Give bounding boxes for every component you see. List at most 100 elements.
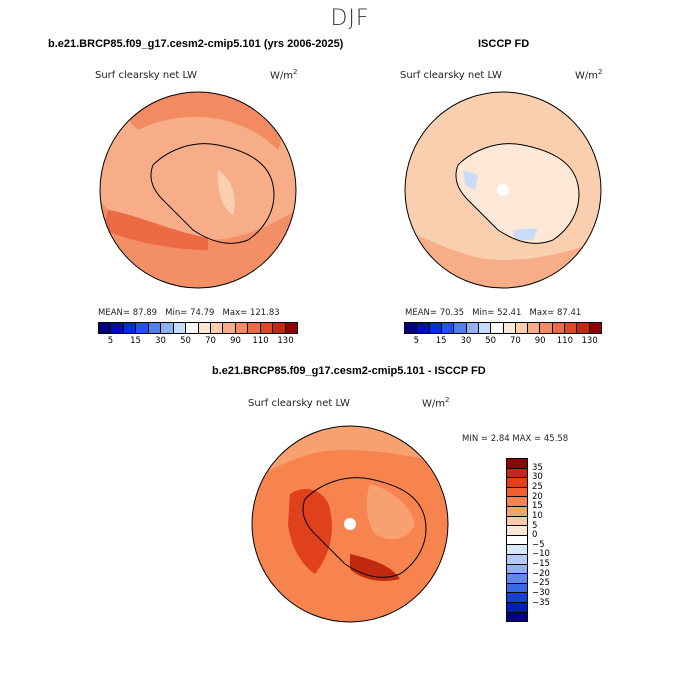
colorbar-tick-label: −10 [532, 549, 550, 560]
colorbar-swatch [507, 526, 527, 536]
colorbar-tick-label: 15 [130, 336, 141, 346]
colorbar-swatch [507, 593, 527, 603]
colorbar-tick-label: 90 [230, 336, 241, 346]
colorbar-tick-label: 0 [532, 530, 538, 541]
colorbar-tick-label: 5 [413, 336, 420, 346]
panel1-map [99, 91, 297, 289]
colorbar-swatch [507, 506, 527, 517]
colorbar-swatch [186, 323, 199, 333]
panel3-field-west [288, 489, 332, 574]
colorbar-swatch [111, 323, 124, 333]
panel3-title: b.e21.BRCP85.f09_g17.cesm2-cmip5.101 - I… [212, 365, 486, 377]
colorbar-swatch [507, 516, 527, 527]
panel1-colorbar [98, 322, 298, 334]
colorbar-swatch [507, 487, 527, 498]
panel2-stats: MEAN= 70.35 Min= 52.41 Max= 87.41 [405, 308, 582, 318]
colorbar-swatch [507, 478, 527, 488]
colorbar-swatch [540, 323, 553, 333]
colorbar-swatch [210, 323, 224, 333]
colorbar-swatch [223, 323, 236, 333]
colorbar-tick-label: −35 [532, 597, 550, 608]
colorbar-swatch [161, 323, 174, 333]
colorbar-swatch [260, 323, 274, 333]
colorbar-swatch [273, 323, 286, 333]
colorbar-tick-label: 110 [252, 336, 269, 346]
panel1-stats: MEAN= 87.89 Min= 74.79 Max= 121.83 [98, 308, 280, 318]
colorbar-swatch [507, 602, 527, 613]
panel1-field-low [217, 170, 235, 215]
panel3-field-east [366, 484, 415, 540]
colorbar-swatch [507, 468, 527, 479]
colorbar-swatch [99, 323, 112, 333]
season-title: DJF [330, 6, 370, 31]
colorbar-swatch [507, 497, 527, 507]
panel3-field-south [350, 554, 400, 581]
colorbar-swatch [136, 323, 149, 333]
panel3-coastline [302, 477, 427, 578]
colorbar-tick-label: 50 [485, 336, 497, 346]
panel3-stats: MIN = 2.84 MAX = 45.58 [462, 434, 569, 444]
colorbar-swatch [507, 583, 527, 594]
panel2-field-negative-2 [513, 228, 538, 240]
panel1-title: b.e21.BRCP85.f09_g17.cesm2-cmip5.101 (yr… [48, 38, 344, 50]
panel2-units: W/m2 [575, 68, 603, 82]
panel1-coastline [150, 143, 275, 244]
colorbar-tick-label: −30 [532, 588, 550, 599]
colorbar-tick-label: 30 [155, 336, 166, 346]
panel3-pole-hole [344, 518, 356, 530]
colorbar-tick-label: 15 [435, 336, 447, 346]
colorbar-tick-label: 70 [205, 336, 216, 346]
colorbar-tick-label: 15 [532, 501, 543, 512]
panel2-coastline [455, 143, 580, 244]
colorbar-swatch [507, 535, 527, 546]
colorbar-swatch [478, 323, 492, 333]
colorbar-swatch [198, 323, 211, 333]
colorbar-tick-label: 30 [532, 472, 543, 483]
panel1-field-band [103, 210, 208, 250]
colorbar-swatch [503, 323, 516, 333]
colorbar-tick-label: 50 [180, 336, 191, 346]
colorbar-tick-label: 25 [532, 481, 543, 492]
colorbar-tick-label: 30 [460, 336, 472, 346]
colorbar-swatch [507, 612, 527, 622]
colorbar-swatch [507, 574, 527, 584]
colorbar-tick-label: −20 [532, 568, 550, 579]
panel2-map [404, 91, 602, 289]
panel2-pole-hole [497, 184, 509, 196]
colorbar-swatch [507, 459, 527, 469]
colorbar-swatch [552, 323, 566, 333]
colorbar-tick-label: 35 [532, 462, 543, 473]
colorbar-swatch [429, 323, 442, 333]
panel3-colorbar [506, 458, 528, 622]
colorbar-swatch [507, 545, 527, 555]
colorbar-swatch [235, 323, 249, 333]
colorbar-tick-label: −15 [532, 559, 550, 570]
colorbar-swatch [148, 323, 162, 333]
colorbar-tick-label: 5 [532, 520, 538, 531]
colorbar-swatch [577, 323, 590, 333]
colorbar-tick-label: −25 [532, 578, 550, 589]
colorbar-swatch [515, 323, 529, 333]
panel1-units: W/m2 [270, 68, 298, 82]
colorbar-swatch [491, 323, 504, 333]
colorbar-swatch [528, 323, 541, 333]
colorbar-tick-label: 20 [532, 491, 543, 502]
panel3-units: W/m2 [422, 396, 450, 410]
panel2-map-border [404, 91, 602, 289]
colorbar-swatch [441, 323, 455, 333]
panel3-variable-label: Surf clearsky net LW [248, 398, 351, 409]
panel3-map [251, 425, 449, 623]
colorbar-swatch [454, 323, 467, 333]
colorbar-swatch [417, 323, 430, 333]
panel2-field-negative-1 [463, 170, 478, 190]
colorbar-tick-label: 130 [581, 336, 598, 346]
colorbar-swatch [507, 554, 527, 565]
colorbar-swatch [173, 323, 187, 333]
colorbar-tick-label: 90 [534, 336, 546, 346]
panel2-colorbar [404, 322, 602, 334]
colorbar-swatch [405, 323, 418, 333]
colorbar-swatch [123, 323, 137, 333]
colorbar-tick-label: 70 [509, 336, 521, 346]
colorbar-swatch [248, 323, 261, 333]
colorbar-tick-label: 10 [532, 510, 543, 521]
